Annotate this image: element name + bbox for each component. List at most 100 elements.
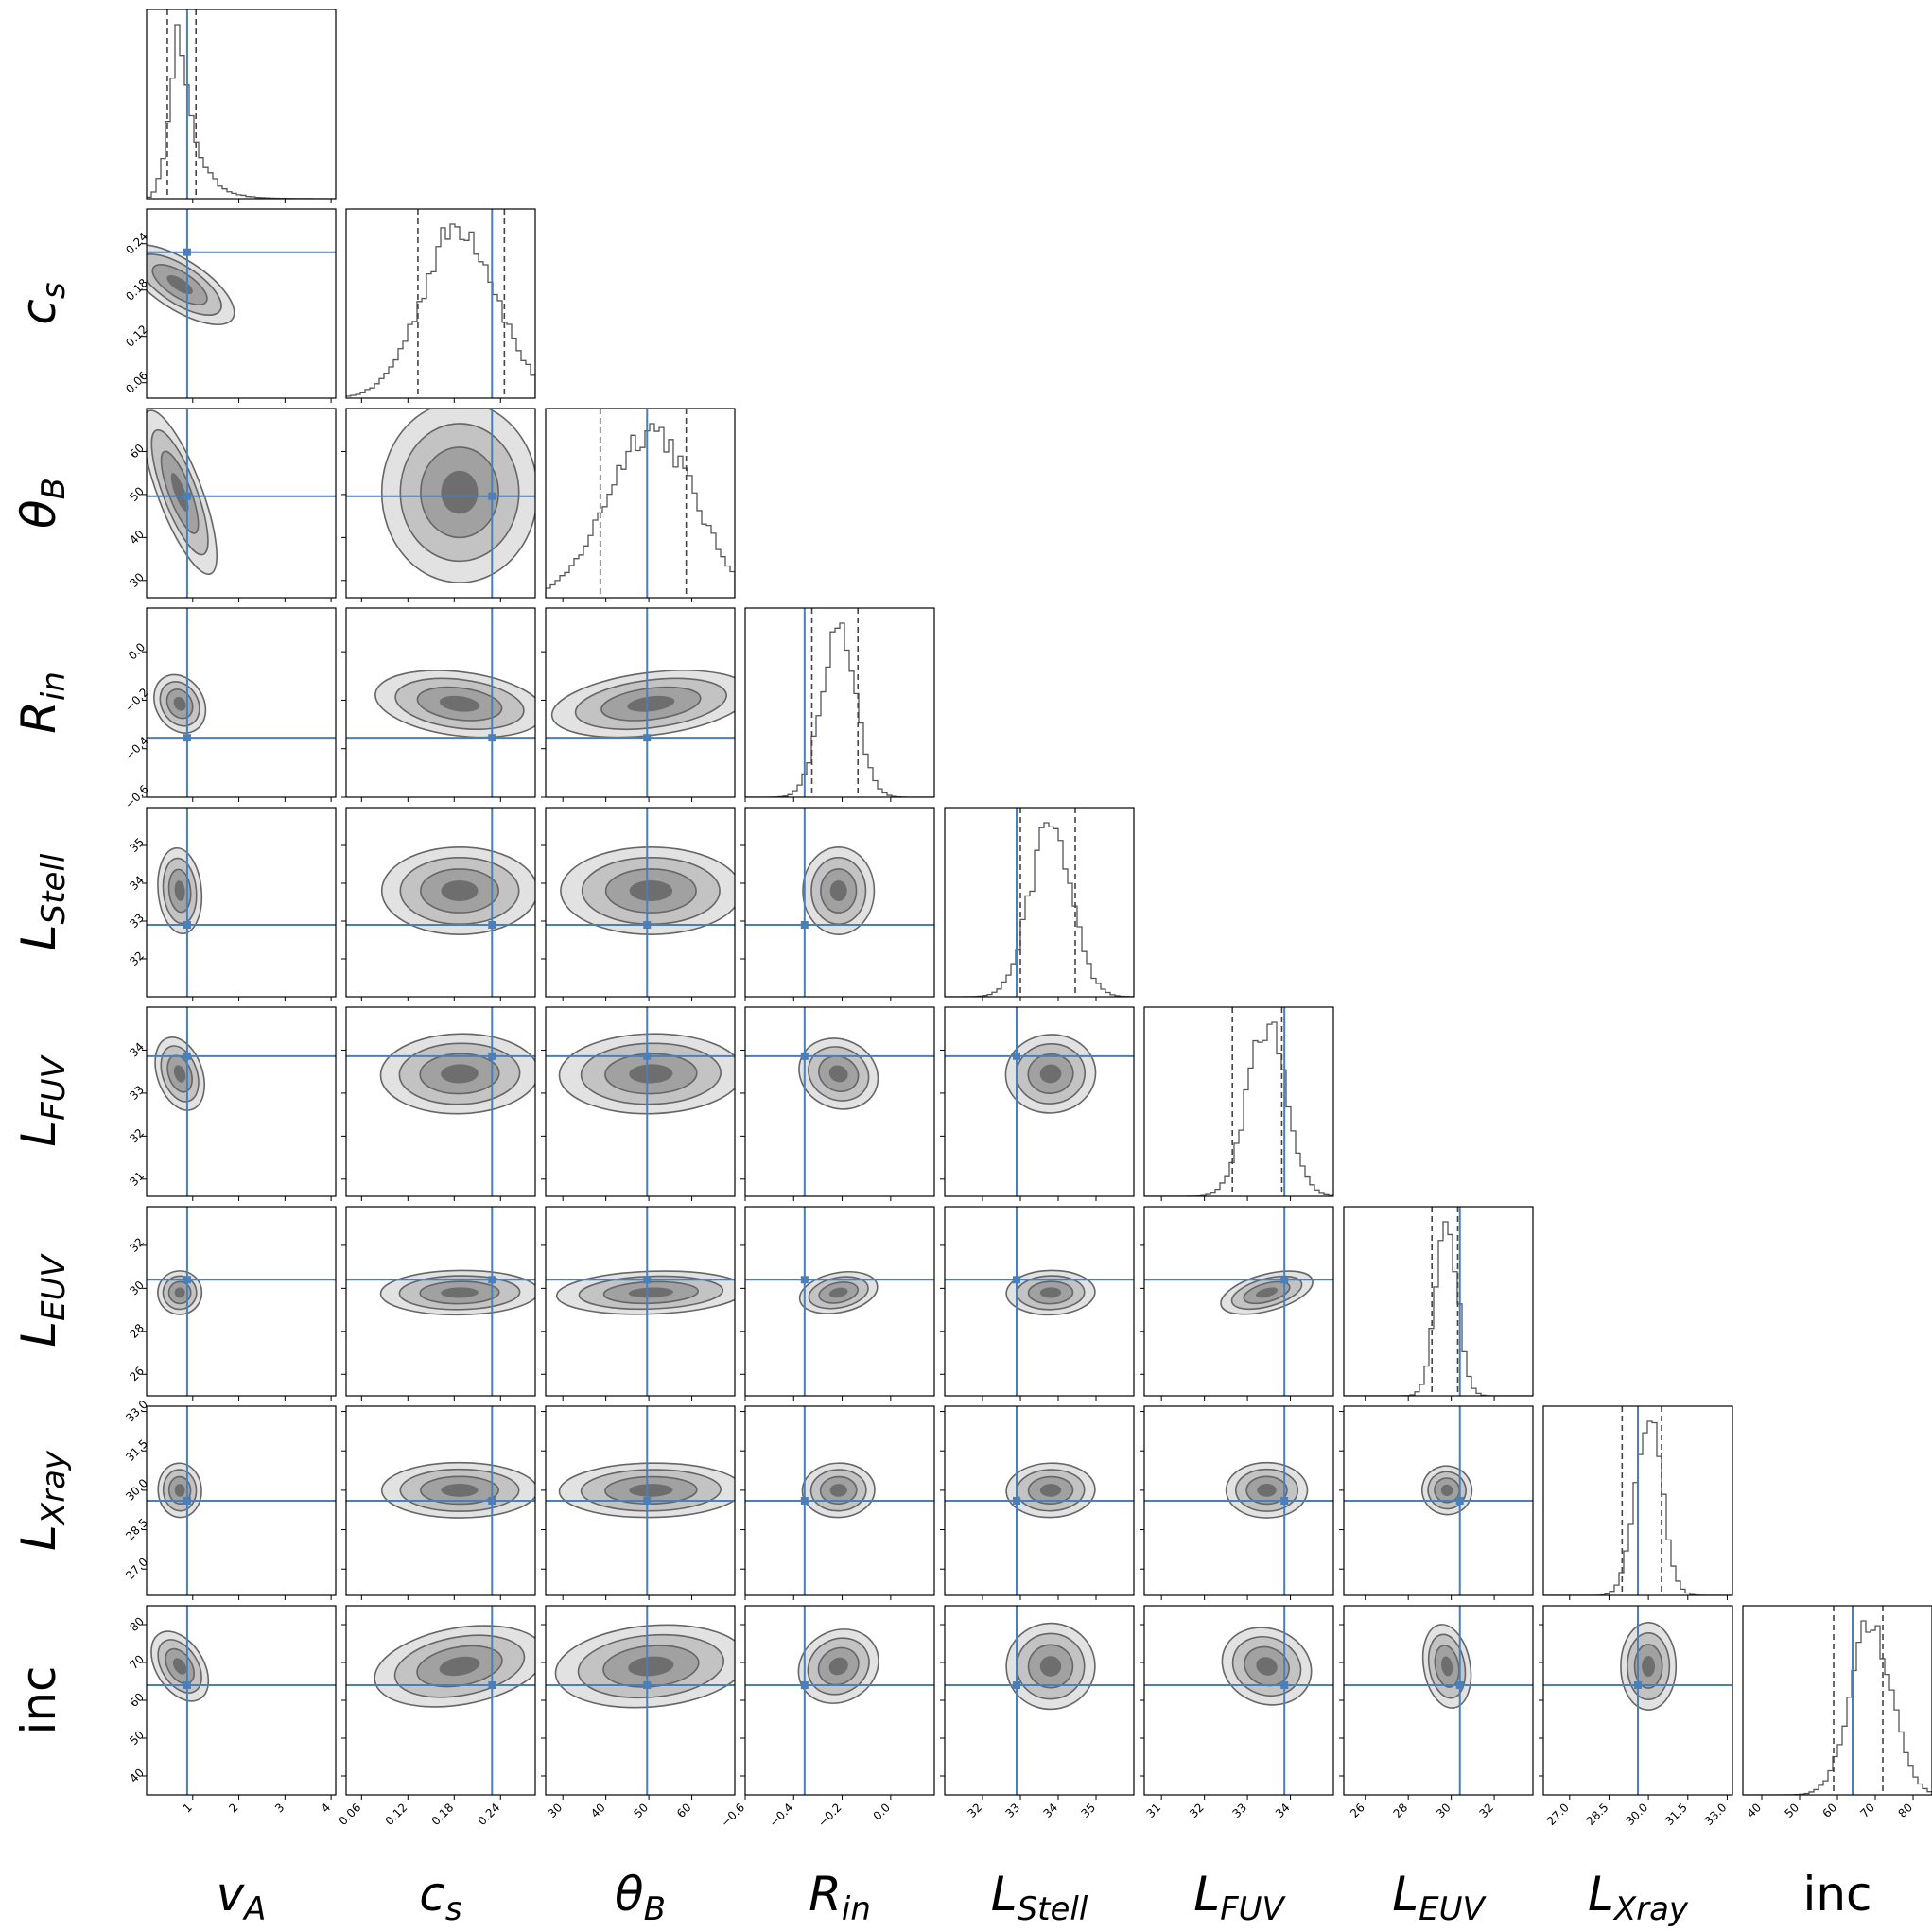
truth-marker (183, 1052, 191, 1060)
truth-marker (800, 921, 809, 929)
y-tick-label: 70 (127, 1652, 147, 1672)
x-tick-label: 33 (1002, 1801, 1022, 1820)
contour-level (1257, 1483, 1277, 1497)
contour-inc-vs-LStell: 32 33 34 35 (940, 1605, 1135, 1820)
contour-LFUV-vs-Rin (740, 1006, 935, 1201)
histogram-steps (1743, 1620, 1932, 1795)
x-tick-label: 27.0 (1544, 1801, 1572, 1828)
panel-frame (146, 1405, 337, 1596)
contour-level (828, 1065, 848, 1083)
y-axis-title-Rin: Rin (11, 671, 73, 734)
contour-level (1440, 1484, 1453, 1497)
x-tick-label: 31.5 (1662, 1801, 1690, 1828)
contour-level (1642, 1656, 1656, 1677)
x-axis-title-cs: cs (419, 1867, 461, 1928)
contour-LXray-vs-cs (341, 1405, 536, 1600)
truth-marker (1455, 1681, 1464, 1689)
panel-frame (944, 1405, 1135, 1596)
contour-level (1039, 1656, 1062, 1677)
contour-inc-vs-LFUV: 31 32 33 34 (1140, 1605, 1334, 1820)
truth-marker (1280, 1681, 1289, 1689)
contour-LXray-vs-LEUV (1339, 1405, 1534, 1600)
x-tick-label: 1 (181, 1801, 195, 1815)
contour-level (829, 1484, 847, 1497)
y-tick-label: 60 (127, 442, 147, 461)
contour-Rin-vs-vA: −0.6−0.4−0.20.0 (122, 607, 337, 811)
contour-LFUV-vs-cs (341, 1006, 536, 1201)
x-tick-label: 0.12 (383, 1801, 410, 1828)
y-tick-label: 34 (127, 1040, 147, 1060)
contour-Rin-vs-cs (341, 607, 536, 802)
contour-thetaB-vs-vA: 30 40 50 60 (127, 408, 337, 602)
panel-frame (744, 1206, 935, 1397)
truth-marker (488, 1497, 496, 1505)
panel-frame (345, 1206, 536, 1397)
contour-LEUV-vs-LStell (940, 1206, 1135, 1401)
y-tick-label: 30 (127, 1279, 147, 1298)
y-tick-label: 32 (127, 949, 147, 968)
contour-LStell-vs-cs (341, 807, 536, 1001)
histogram-steps (346, 223, 535, 398)
x-axis-title-LStell: LStell (991, 1867, 1088, 1928)
y-axis-title-LFUV: LFUV (11, 1053, 73, 1146)
hist-LEUV (1343, 1206, 1534, 1401)
panel-frame (1742, 1605, 1932, 1796)
contour-level (173, 696, 186, 711)
contour-level (441, 880, 479, 901)
hist-LStell (944, 807, 1135, 1001)
truth-marker (183, 921, 191, 929)
contour-cs-vs-vA: 0.060.120.180.24 (123, 208, 337, 403)
y-tick-label: 0.0 (126, 640, 148, 662)
contour-LEUV-vs-LFUV (1140, 1206, 1334, 1401)
x-tick-label: 3 (272, 1801, 287, 1815)
y-tick-label: 35 (127, 835, 147, 855)
y-tick-label: 40 (127, 1766, 147, 1785)
x-axis-title-LXray: LXray (1588, 1867, 1689, 1928)
x-tick-label: 2 (226, 1801, 240, 1815)
truth-marker (1634, 1681, 1642, 1689)
truth-marker (643, 1052, 652, 1060)
y-tick-label: 32 (127, 1126, 147, 1146)
y-tick-label: 50 (127, 484, 147, 504)
contour-level (829, 880, 847, 901)
panel-frame (545, 607, 736, 798)
contour-LEUV-vs-cs (341, 1206, 536, 1401)
contour-level (172, 1658, 187, 1675)
contour-level (1255, 1287, 1279, 1298)
truth-marker (1280, 1497, 1289, 1505)
x-tick-label: −0.4 (767, 1801, 796, 1830)
contour-LEUV-vs-vA: 26 28 30 32 (127, 1206, 337, 1401)
contour-LEUV-vs-thetaB (541, 1206, 736, 1401)
truth-marker (643, 1497, 652, 1505)
x-tick-label: 50 (1782, 1801, 1801, 1820)
truth-marker (1013, 1681, 1020, 1689)
panel-frame (345, 208, 536, 399)
x-tick-label: 28 (1391, 1801, 1411, 1820)
panel-frame (146, 408, 337, 599)
contour-level (173, 1065, 186, 1083)
y-tick-label: 80 (127, 1614, 147, 1634)
y-tick-label: 33 (127, 1083, 147, 1103)
x-tick-label: 70 (1857, 1801, 1877, 1820)
panel-frame (744, 1006, 935, 1197)
x-tick-label: −0.6 (719, 1801, 748, 1830)
y-tick-label: 34 (127, 873, 147, 893)
contour-level (441, 1483, 479, 1497)
panel-frame (146, 9, 337, 200)
truth-marker (488, 1276, 496, 1284)
contour-level (627, 695, 675, 712)
contour-level (174, 1484, 185, 1497)
contour-level (629, 1064, 673, 1084)
x-axis-title-LEUV: LEUV (1392, 1867, 1487, 1928)
contour-LStell-vs-Rin (740, 807, 935, 1001)
contour-level (441, 1287, 479, 1298)
contour-LXray-vs-Rin (740, 1405, 935, 1600)
contour-LFUV-vs-thetaB (541, 1006, 736, 1201)
contour-Rin-vs-thetaB (541, 607, 736, 802)
contour-LFUV-vs-LStell (940, 1006, 1135, 1201)
contour-level (828, 1657, 848, 1676)
hist-cs (345, 208, 536, 403)
contour-level (174, 880, 185, 901)
truth-marker (1013, 1052, 1020, 1060)
